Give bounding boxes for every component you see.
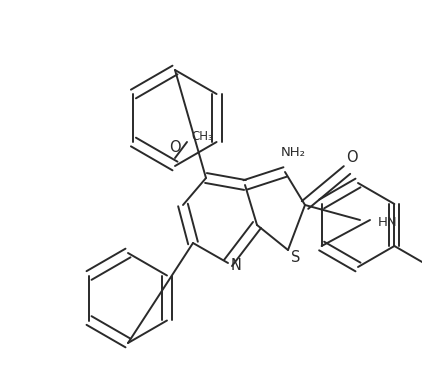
Text: CH₃: CH₃	[191, 130, 213, 142]
Text: O: O	[346, 150, 358, 165]
Text: HN: HN	[378, 216, 398, 230]
Text: N: N	[230, 258, 241, 273]
Text: S: S	[291, 250, 301, 265]
Text: NH₂: NH₂	[281, 146, 306, 158]
Text: O: O	[169, 141, 181, 155]
